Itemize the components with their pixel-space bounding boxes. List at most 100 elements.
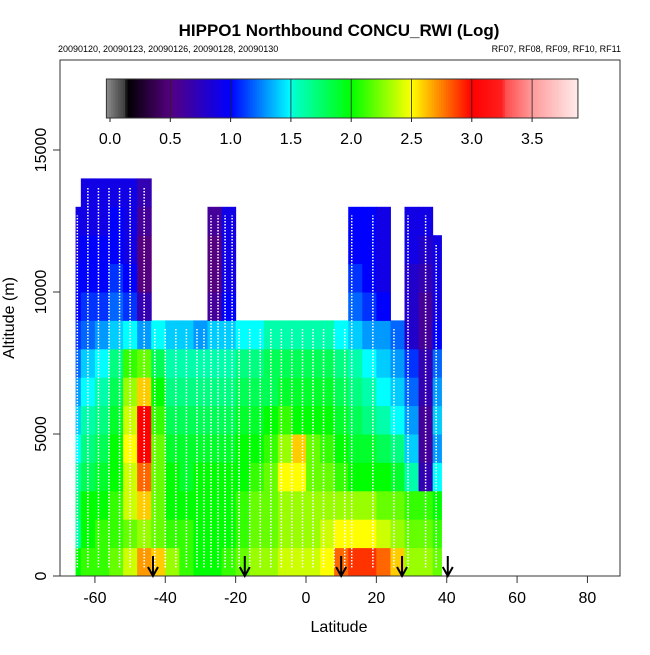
heatmap-cell — [108, 263, 124, 293]
colorbar-segment — [375, 79, 379, 118]
x-tick-label: 40 — [438, 590, 456, 607]
colorbar-segment — [481, 79, 485, 118]
heatmap-cell — [376, 263, 391, 293]
heatmap-cell — [404, 235, 420, 265]
colorbar-segment — [544, 79, 548, 118]
heatmap-cell — [277, 434, 293, 463]
heatmap-cell — [376, 320, 391, 350]
heatmap-cell — [193, 377, 208, 407]
heatmap-cell — [151, 377, 166, 407]
colorbar-segment — [445, 79, 449, 118]
colorbar-segment — [318, 79, 322, 118]
heatmap-cell — [123, 434, 138, 463]
heatmap-cell — [80, 490, 96, 520]
heatmap-cell — [165, 405, 180, 435]
heatmap-cell — [277, 348, 293, 378]
colorbar-segment — [500, 79, 504, 118]
heatmap-cell — [306, 490, 321, 520]
heatmap-cell — [165, 434, 180, 463]
heatmap-cell — [221, 206, 237, 236]
heatmap-cell — [249, 377, 265, 407]
heatmap-cell — [418, 320, 434, 350]
heatmap-cell — [249, 462, 265, 492]
colorbar-segment — [214, 79, 218, 118]
heatmap-cell — [94, 490, 110, 520]
colorbar-segment — [427, 79, 430, 118]
heatmap-cell — [348, 377, 363, 407]
heatmap-cell — [151, 434, 166, 463]
colorbar-segment — [474, 79, 478, 118]
colorbar-segment — [457, 79, 461, 118]
colorbar-segment — [514, 79, 518, 118]
colorbar-segment — [205, 79, 209, 118]
heatmap-cell — [432, 434, 442, 463]
heatmap-cell — [249, 490, 265, 520]
colorbar-segment — [302, 79, 306, 118]
colorbar-segment — [144, 79, 148, 118]
heatmap-cell — [137, 235, 152, 265]
heatmap-cell — [404, 348, 420, 378]
heatmap-cell — [207, 405, 223, 435]
heatmap-cell — [221, 263, 237, 293]
heatmap-cell — [348, 434, 363, 463]
colorbar-segment — [384, 79, 388, 118]
colorbar-segment — [344, 79, 348, 118]
heatmap-cell — [348, 547, 363, 577]
colorbar-segment — [287, 79, 291, 118]
heatmap-cell — [432, 519, 442, 549]
colorbar-segment — [278, 79, 282, 118]
colorbar-tick-label: 0.0 — [99, 131, 121, 148]
heatmap-cell — [362, 263, 377, 293]
heatmap-cell — [193, 462, 208, 492]
heatmap-cell — [418, 377, 434, 407]
heatmap-cell — [404, 263, 420, 293]
colorbar-segment — [540, 79, 544, 118]
heatmap-cell — [390, 377, 406, 407]
colorbar-segment — [309, 79, 313, 118]
heatmap-cell — [277, 462, 293, 492]
colorbar-segment — [504, 79, 508, 118]
colorbar-segment — [174, 79, 178, 118]
colorbar-segment — [443, 79, 447, 118]
colorbar-segment — [137, 79, 140, 118]
colorbar-segment — [311, 79, 315, 118]
heatmap-cell — [75, 206, 82, 236]
heatmap-cell — [165, 320, 180, 350]
heatmap-cell — [221, 462, 237, 492]
colorbar-segment — [295, 79, 298, 118]
heatmap-cell — [94, 377, 110, 407]
colorbar-segment — [207, 79, 211, 118]
colorbar-segment — [568, 79, 572, 118]
heatmap-cell — [291, 462, 307, 492]
heatmap-cell — [221, 235, 237, 265]
colorbar-segment — [313, 79, 317, 118]
colorbar-segment — [280, 79, 284, 118]
heatmap-cell — [165, 547, 180, 577]
colorbar-segment — [328, 79, 331, 118]
heatmap-cell — [432, 263, 442, 293]
heatmap-cell — [348, 519, 363, 549]
colorbar-segment — [158, 79, 162, 118]
colorbar-segment — [394, 79, 397, 118]
heatmap-cell — [376, 547, 391, 577]
heatmap-cell — [75, 405, 82, 435]
colorbar-segment — [125, 79, 129, 118]
colorbar-frame — [105, 78, 579, 119]
colorbar-segment — [365, 79, 369, 118]
colorbar-segment — [210, 79, 214, 118]
flight-arrows — [147, 556, 454, 579]
colorbar-segment — [493, 79, 497, 118]
heatmap-cell — [80, 434, 96, 463]
heatmap-cell — [348, 263, 363, 293]
heatmap-cell — [207, 434, 223, 463]
heatmap-cell — [263, 320, 279, 350]
arrow-down-icon — [396, 556, 408, 579]
heatmap-cell — [362, 547, 377, 577]
heatmap-cell — [432, 235, 442, 265]
colorbar-segment — [452, 79, 456, 118]
subtitle-dates: 20090120, 20090123, 20090126, 20090128, … — [58, 44, 278, 54]
colorbar-segment — [521, 79, 525, 118]
colorbar-segment — [259, 79, 263, 118]
colorbar-segment — [134, 79, 138, 118]
